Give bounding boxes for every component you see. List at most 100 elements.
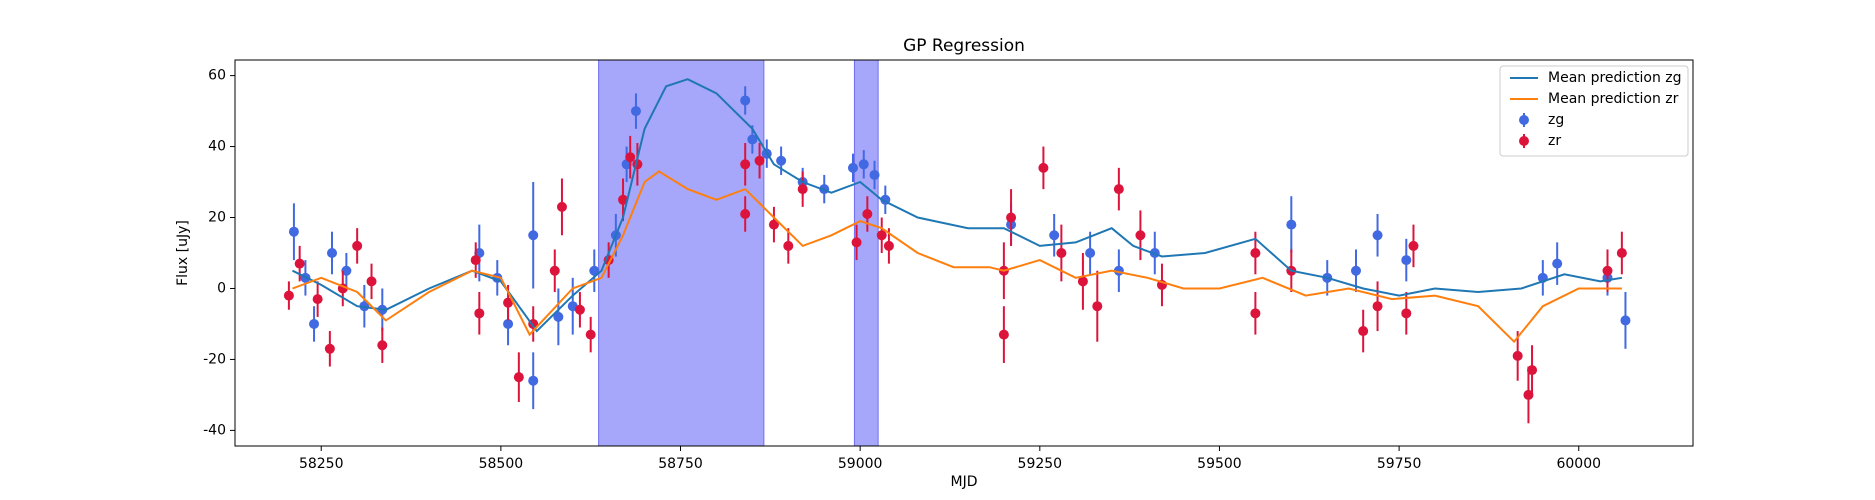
data-point xyxy=(288,226,299,237)
data-point xyxy=(883,240,894,251)
x-axis-label: MJD xyxy=(951,474,978,490)
data-point xyxy=(589,265,600,276)
data-point xyxy=(1092,301,1103,312)
data-point xyxy=(862,208,873,219)
data-point xyxy=(1616,248,1627,258)
data-point xyxy=(1401,255,1412,266)
data-point xyxy=(513,372,524,383)
data-point xyxy=(503,297,514,308)
data-point xyxy=(1038,162,1049,173)
data-point xyxy=(341,265,352,276)
data-point xyxy=(1077,276,1088,287)
data-point xyxy=(1372,230,1383,241)
data-point xyxy=(768,219,779,230)
data-point xyxy=(630,106,641,117)
y-axis-label: Flux [uJy] xyxy=(175,220,191,286)
y-tick-label: -20 xyxy=(203,351,226,367)
data-point xyxy=(528,230,539,241)
x-tick-label: 58250 xyxy=(299,456,344,472)
data-point xyxy=(553,311,564,322)
data-point xyxy=(1006,212,1017,223)
y-tick-label: -40 xyxy=(203,422,226,438)
data-point xyxy=(1085,248,1096,258)
legend-box xyxy=(1499,65,1689,157)
data-point xyxy=(625,152,636,163)
data-point xyxy=(294,258,305,269)
data-point xyxy=(366,276,377,287)
data-point xyxy=(1552,258,1563,269)
data-point xyxy=(1286,219,1297,230)
y-tick-label: 0 xyxy=(217,280,226,296)
shaded-region xyxy=(598,59,765,447)
data-point xyxy=(783,240,794,251)
shaded-region xyxy=(853,59,879,447)
chart-title: GP Regression xyxy=(903,36,1025,56)
legend-label: Mean prediction zg xyxy=(1548,70,1682,86)
data-point xyxy=(1620,315,1631,326)
data-point xyxy=(1135,230,1146,241)
data-point xyxy=(474,308,485,319)
data-point xyxy=(549,265,560,276)
data-point xyxy=(1358,326,1369,337)
data-point xyxy=(528,375,539,386)
legend-label: Mean prediction zr xyxy=(1548,91,1679,107)
data-point xyxy=(1408,240,1419,251)
data-point xyxy=(574,304,585,315)
data-point xyxy=(1602,265,1613,276)
x-tick-label: 59500 xyxy=(1197,456,1242,472)
data-point xyxy=(1049,230,1060,241)
data-point xyxy=(327,248,338,258)
data-point xyxy=(740,159,751,170)
data-point xyxy=(377,340,388,351)
mean-line xyxy=(292,78,1623,333)
data-point xyxy=(776,155,787,166)
plot-frame xyxy=(234,59,1694,447)
legend-swatch xyxy=(1519,115,1529,125)
data-point xyxy=(503,318,514,329)
x-tick-label: 58750 xyxy=(658,456,703,472)
mean-line xyxy=(292,170,1622,344)
data-point xyxy=(309,318,320,329)
x-tick-label: 59250 xyxy=(1018,456,1063,472)
data-point xyxy=(1372,301,1383,312)
data-point xyxy=(1113,184,1124,195)
data-point xyxy=(1512,350,1523,361)
data-point xyxy=(1523,389,1534,400)
data-point xyxy=(352,240,363,251)
data-point xyxy=(618,194,629,205)
data-point xyxy=(740,95,751,106)
data-point xyxy=(324,343,335,354)
data-point xyxy=(556,201,567,212)
data-point xyxy=(797,184,808,195)
data-point xyxy=(1527,365,1538,376)
data-point xyxy=(1401,308,1412,319)
data-point xyxy=(851,237,862,248)
data-point xyxy=(740,208,751,219)
data-point xyxy=(998,329,1009,340)
data-point xyxy=(1250,308,1261,319)
data-point xyxy=(869,169,880,180)
data-point xyxy=(283,290,294,301)
data-point xyxy=(847,162,858,173)
y-tick-label: 40 xyxy=(208,139,226,155)
data-point xyxy=(747,134,758,145)
data-point xyxy=(1056,248,1067,258)
data-point xyxy=(1350,265,1361,276)
data-point xyxy=(876,230,887,241)
x-tick-label: 59000 xyxy=(838,456,883,472)
data-point xyxy=(1250,248,1261,258)
data-point xyxy=(858,159,869,170)
data-point xyxy=(312,294,323,305)
x-tick-label: 60000 xyxy=(1556,456,1601,472)
data-point xyxy=(754,155,765,166)
y-tick-label: 60 xyxy=(208,68,226,84)
data-point xyxy=(585,329,596,340)
x-tick-label: 58500 xyxy=(479,456,524,472)
legend-label: zr xyxy=(1548,133,1561,149)
legend-swatch xyxy=(1519,136,1529,146)
x-tick-label: 59750 xyxy=(1377,456,1422,472)
y-tick-label: 20 xyxy=(208,210,226,226)
data-point xyxy=(470,255,481,266)
legend-label: zg xyxy=(1548,112,1564,128)
